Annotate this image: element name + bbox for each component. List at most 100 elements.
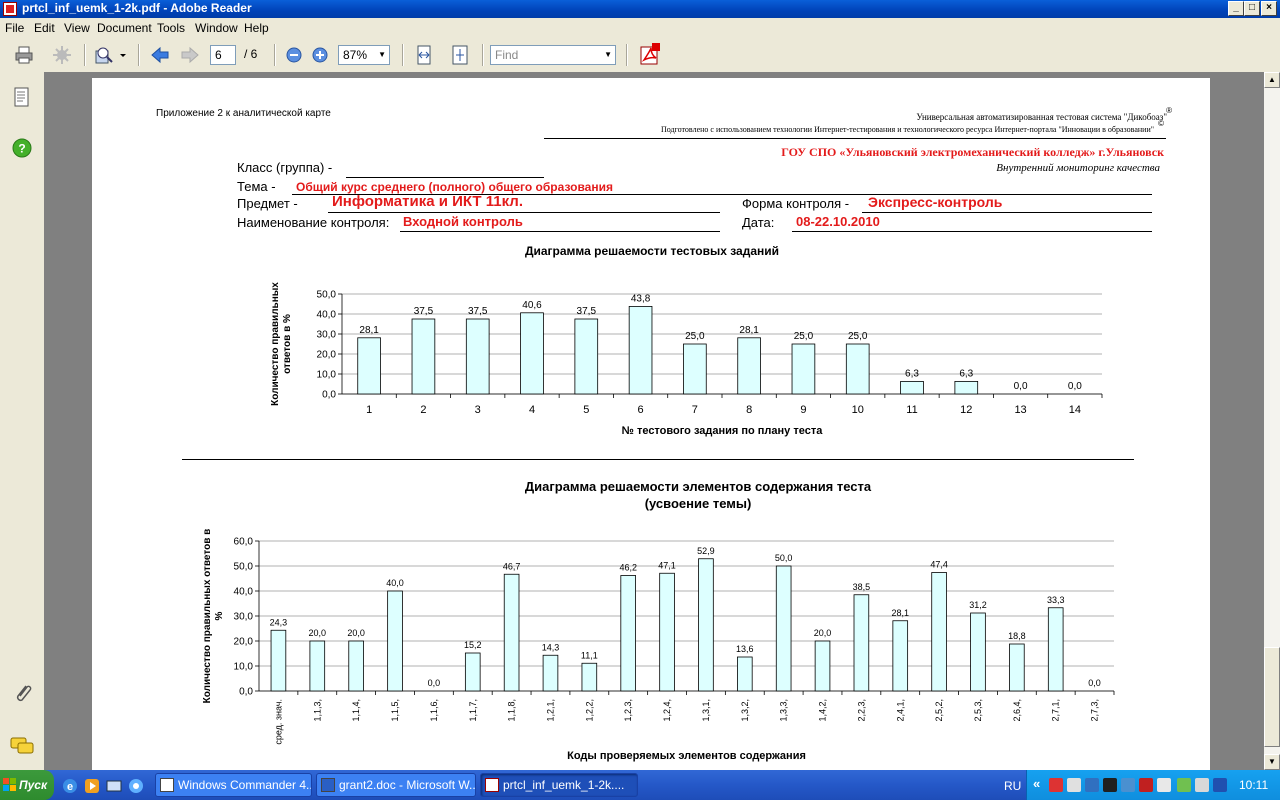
next-page-icon	[181, 46, 199, 64]
adobe-reader-icon	[3, 2, 17, 16]
x-axis-label: Коды проверяемых элементов содержания	[567, 750, 806, 762]
collaborate-icon[interactable]	[52, 45, 72, 65]
data-label: 0,0	[1088, 678, 1101, 688]
y-axis-label: Количество правильных ответов в%	[202, 529, 225, 704]
form-value: Экспресс-контроль	[868, 194, 1003, 210]
data-label: 33,3	[1047, 595, 1065, 605]
data-label: 40,0	[386, 578, 404, 588]
attachments-icon[interactable]	[12, 682, 34, 706]
menu-window[interactable]: Window	[195, 21, 238, 35]
previous-page-icon[interactable]	[150, 45, 170, 65]
maximize-button[interactable]: □	[1244, 1, 1260, 16]
close-button[interactable]: ×	[1261, 1, 1277, 16]
y-tick-label: 10,0	[317, 370, 337, 381]
agent-icon[interactable]	[1139, 778, 1153, 792]
window-title: prtcl_inf_uemk_1-2k.pdf - Adobe Reader	[22, 1, 252, 15]
y-tick-label: 60,0	[234, 537, 254, 548]
menu-view[interactable]: View	[64, 21, 90, 35]
task-label: prtcl_inf_uemk_1-2k....	[503, 778, 625, 792]
fit-page-icon[interactable]	[450, 45, 470, 65]
tray-expand-icon[interactable]: «	[1033, 776, 1041, 791]
theme-value: Общий курс среднего (полного) общего обр…	[296, 180, 613, 194]
y-axis-label-line: ответов в %	[282, 314, 293, 374]
find-input[interactable]: Find ▼	[490, 45, 616, 65]
task-word-document[interactable]: grant2.doc - Microsoft W...	[316, 773, 476, 797]
antivirus-icon[interactable]	[1049, 778, 1063, 792]
chevron-down-icon: ▼	[604, 50, 612, 59]
task-windows-commander[interactable]: Windows Commander 4....	[155, 773, 312, 797]
start-button[interactable]: Пуск	[0, 770, 54, 800]
page-number-input[interactable]: 6	[210, 45, 236, 65]
comments-icon[interactable]	[10, 736, 34, 756]
pdf-file-icon	[485, 778, 499, 792]
data-label: 25,0	[794, 331, 814, 342]
battery-icon[interactable]	[1177, 778, 1191, 792]
bug-icon[interactable]	[1103, 778, 1117, 792]
data-label: 0,0	[428, 678, 441, 688]
minimize-button[interactable]: _	[1228, 1, 1244, 16]
volume-icon[interactable]	[1195, 778, 1209, 792]
bar	[737, 337, 761, 395]
y-tick-label: 30,0	[317, 330, 337, 341]
ie-icon[interactable]: e	[62, 778, 78, 794]
find-placeholder: Find	[495, 48, 519, 62]
document-view[interactable]: Приложение 2 к аналитической карте Униве…	[44, 72, 1264, 770]
adobe-pdf-icon[interactable]	[638, 42, 662, 66]
data-label: 14,3	[542, 642, 560, 652]
data-label: 37,5	[577, 306, 597, 317]
bar	[581, 662, 598, 692]
y-tick-label: 10,0	[234, 662, 254, 673]
bar	[853, 594, 870, 692]
flash-icon[interactable]	[1157, 778, 1171, 792]
date-value: 08-22.10.2010	[796, 214, 880, 229]
x-tick-label: 1,3,1,	[701, 699, 711, 722]
messenger-icon[interactable]	[128, 778, 144, 794]
data-label: 52,9	[697, 546, 715, 556]
svg-text:?: ?	[18, 142, 25, 156]
scroll-down-arrow[interactable]: ▼	[1264, 754, 1280, 770]
scroll-thumb[interactable]	[1264, 647, 1280, 747]
bar	[628, 306, 653, 395]
task-adobe-reader[interactable]: prtcl_inf_uemk_1-2k....	[480, 773, 638, 797]
menu-tools[interactable]: Tools	[157, 21, 186, 35]
pages-icon[interactable]	[12, 86, 32, 108]
bar	[970, 612, 986, 692]
theme-label: Тема -	[237, 179, 276, 194]
x-tick-label: 2,5,2,	[934, 699, 944, 722]
bar	[1047, 607, 1064, 692]
zoom-out-icon[interactable]	[286, 45, 302, 65]
data-label: 6,3	[959, 368, 973, 379]
media-player-icon[interactable]	[84, 778, 100, 794]
menu-help[interactable]: Help	[244, 21, 269, 35]
control-value: Входной контроль	[403, 214, 523, 229]
fit-width-icon[interactable]	[414, 45, 434, 65]
data-label: 11,1	[581, 650, 598, 660]
security-icon[interactable]	[1067, 778, 1081, 792]
help-icon[interactable]: ?	[12, 138, 32, 158]
bar	[465, 318, 490, 395]
search-document-icon[interactable]	[94, 45, 114, 65]
show-desktop-icon[interactable]	[106, 778, 122, 794]
vertical-scrollbar[interactable]: ▲ ▼	[1264, 72, 1280, 770]
zoom-level-select[interactable]: 87% ▼	[338, 45, 390, 65]
usb-icon[interactable]	[1213, 778, 1227, 792]
data-label: 46,2	[619, 563, 637, 573]
word-icon	[321, 778, 335, 792]
chevron-down-icon[interactable]	[118, 45, 128, 65]
zoom-in-icon[interactable]	[312, 45, 328, 65]
monitor-icon[interactable]	[1121, 778, 1135, 792]
chevron-down-icon: ▼	[378, 50, 386, 59]
language-indicator[interactable]: RU	[1004, 779, 1022, 793]
bar	[357, 337, 381, 395]
print-icon[interactable]	[14, 45, 34, 65]
menu-document[interactable]: Document	[97, 21, 152, 35]
menu-file[interactable]: File	[5, 21, 25, 35]
windows-logo-icon	[3, 778, 16, 791]
network-icon[interactable]	[1085, 778, 1099, 792]
data-label: 0,0	[1068, 381, 1082, 392]
x-tick-label: 2,7,1,	[1051, 699, 1061, 722]
registered-mark: ®	[1166, 106, 1172, 115]
prepared-line: Подготовлено с использованием технологии…	[660, 125, 1154, 134]
menu-edit[interactable]: Edit	[34, 21, 55, 35]
scroll-up-arrow[interactable]: ▲	[1264, 72, 1280, 88]
